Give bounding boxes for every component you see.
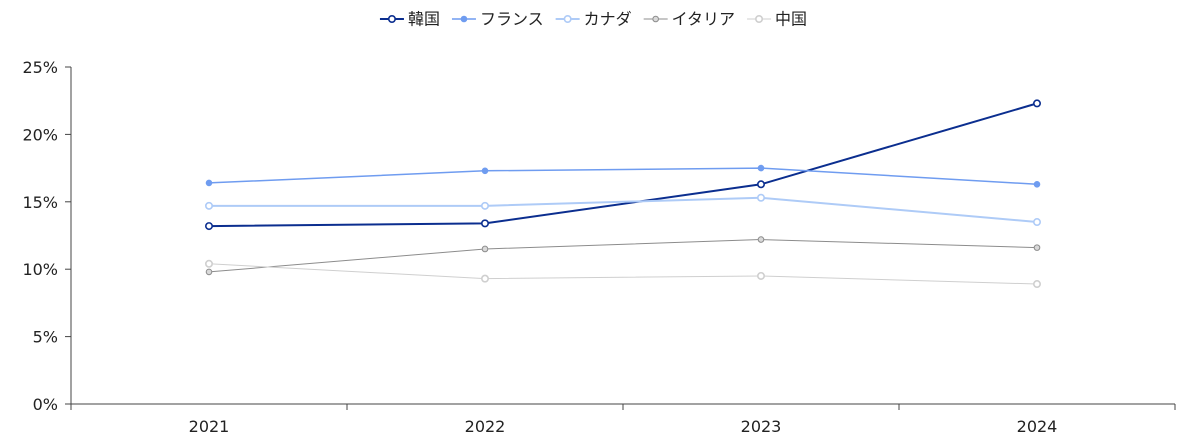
data-point: [1033, 280, 1042, 289]
legend-item: カナダ: [555, 10, 632, 29]
y-tick-label: 5%: [33, 328, 58, 347]
data-point: [1033, 99, 1042, 108]
legend-item: 中国: [747, 10, 807, 29]
data-point: [205, 259, 214, 268]
data-point: [756, 180, 765, 189]
legend-item: イタリア: [643, 10, 735, 29]
legend-label: 中国: [775, 10, 807, 29]
x-tick-label: 2024: [1017, 417, 1058, 436]
y-tick-label: 0%: [33, 395, 58, 414]
data-point: [480, 219, 489, 228]
y-tick-label: 10%: [22, 260, 58, 279]
x-tick-label: 2023: [741, 417, 782, 436]
series-2: [205, 164, 1041, 188]
series-1: [205, 99, 1042, 231]
legend-item: 韓国: [379, 10, 440, 29]
y-tick-label: 15%: [22, 193, 58, 212]
data-point: [1033, 218, 1042, 227]
series-line: [208, 167, 1038, 186]
data-point: [205, 201, 214, 210]
data-point: [757, 236, 765, 243]
x-tick-label: 2021: [189, 417, 230, 436]
legend-marker: [563, 14, 572, 24]
series-layer: [205, 99, 1042, 289]
data-point: [481, 245, 489, 253]
legend-label: イタリア: [672, 10, 735, 29]
y-axis: 0% 5% 10% 15% 20% 25%: [22, 58, 72, 414]
data-point: [756, 193, 765, 202]
legend-item: フランス: [451, 10, 544, 29]
data-point: [480, 201, 489, 210]
legend: 韓国 フランス カナダ イタリア 中国: [379, 10, 807, 29]
legend-label: カナダ: [584, 10, 632, 29]
data-point: [205, 179, 213, 187]
data-point: [481, 167, 489, 175]
series-line: [209, 196, 1038, 224]
series-5: [205, 259, 1042, 289]
series-3: [205, 193, 1042, 227]
data-point: [757, 164, 765, 172]
legend-marker: [652, 15, 659, 23]
data-point: [1033, 180, 1041, 188]
data-point: [1033, 244, 1041, 251]
data-point: [480, 274, 489, 283]
y-tick-label: 25%: [22, 58, 58, 77]
x-tick-label: 2022: [465, 417, 506, 436]
data-point: [205, 222, 214, 231]
legend-label: フランス: [480, 10, 544, 29]
series-4: [205, 236, 1041, 276]
series-line: [208, 102, 1038, 228]
series-line: [208, 239, 1038, 273]
series-line: [208, 263, 1038, 285]
legend-marker: [755, 14, 764, 24]
y-tick-label: 20%: [22, 125, 58, 144]
legend-label: 韓国: [408, 10, 440, 29]
legend-marker: [387, 14, 396, 24]
data-point: [756, 271, 765, 280]
legend-marker: [460, 15, 468, 23]
x-axis: 2021 2022 2023 2024: [70, 403, 1176, 436]
data-point: [205, 268, 213, 276]
